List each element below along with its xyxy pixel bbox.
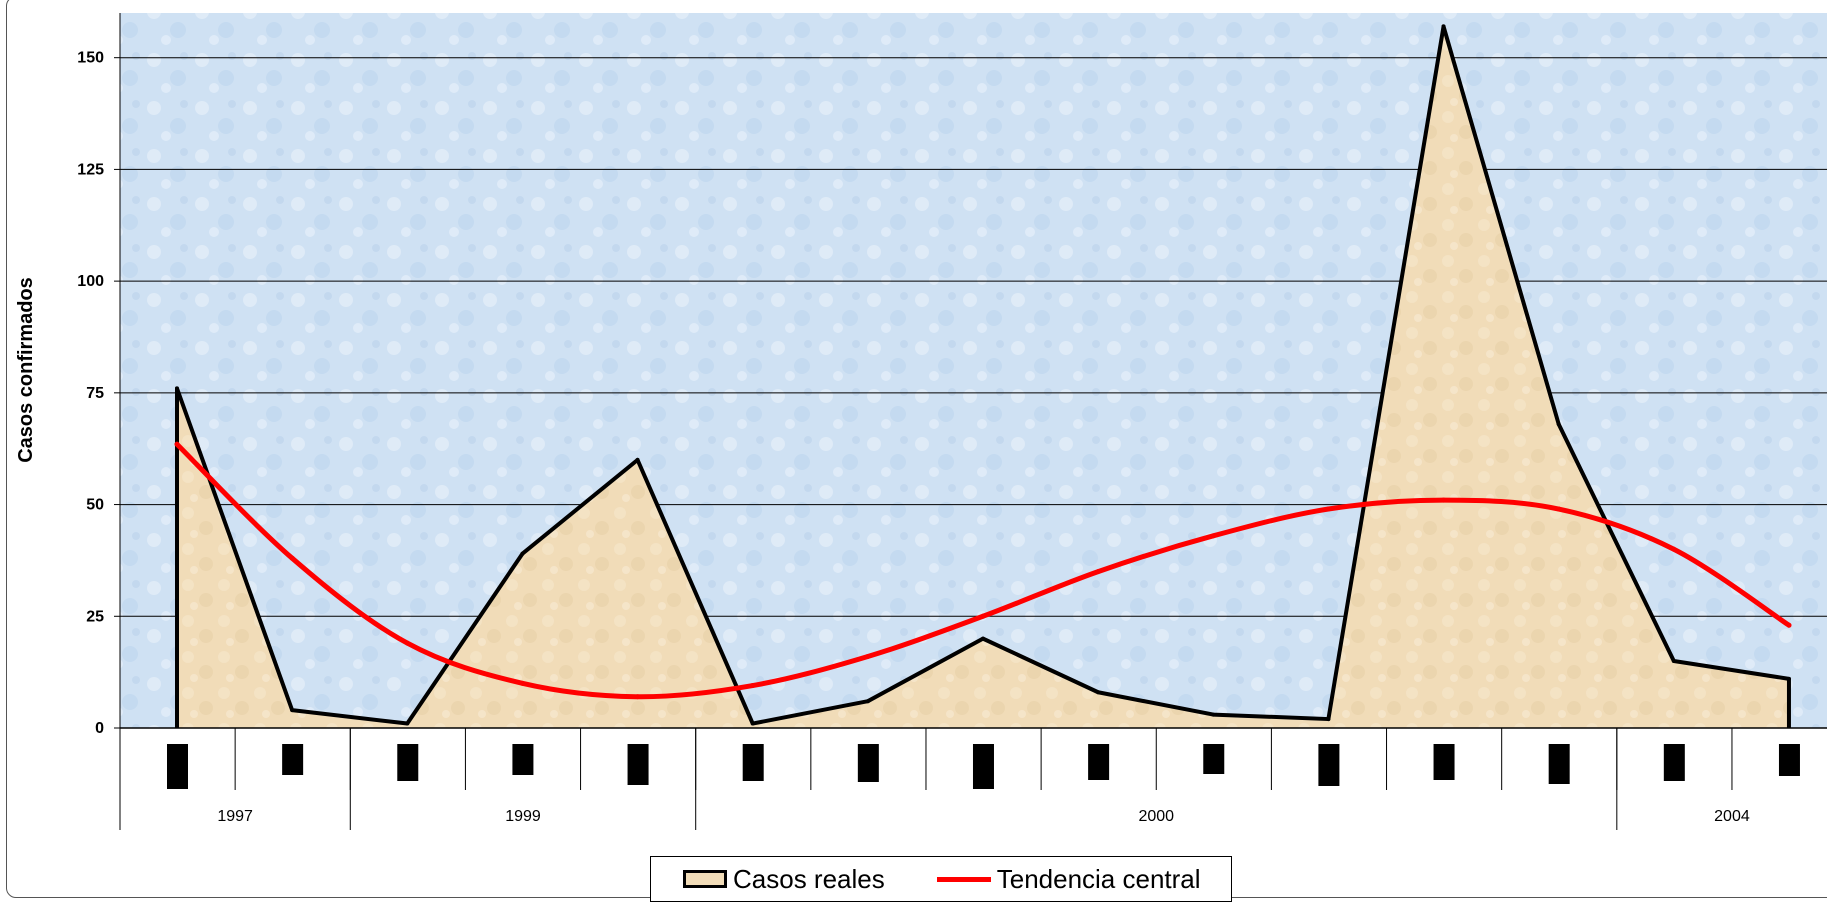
x-category-label bbox=[1203, 744, 1225, 774]
x-category-label bbox=[1548, 744, 1570, 784]
x-category-label bbox=[1663, 744, 1685, 781]
tendencia-central-point bbox=[404, 640, 410, 646]
tendencia-central-point bbox=[174, 441, 180, 447]
casos-reales-point bbox=[290, 708, 295, 713]
x-category-label bbox=[282, 744, 304, 775]
tendencia-central-point bbox=[865, 654, 871, 659]
casos-reales-point bbox=[980, 636, 985, 641]
x-category-label bbox=[1433, 744, 1455, 780]
legend-swatch-line bbox=[936, 876, 991, 882]
tendencia-central-point bbox=[1210, 533, 1216, 539]
x-category-label bbox=[857, 744, 879, 782]
y-tick-label: 0 bbox=[95, 720, 104, 737]
x-category-label bbox=[167, 744, 188, 789]
x-group-label: 1997 bbox=[217, 808, 253, 825]
y-tick-label: 125 bbox=[77, 161, 104, 178]
legend-swatch-area bbox=[683, 870, 727, 888]
y-tick-label: 100 bbox=[77, 273, 104, 290]
y-tick-label: 25 bbox=[86, 608, 104, 625]
tendencia-central-point bbox=[1325, 506, 1331, 512]
tendencia-central-point bbox=[1095, 569, 1101, 575]
x-category-label bbox=[627, 744, 649, 785]
x-category-label bbox=[1318, 744, 1340, 786]
legend: Casos reales Tendencia central bbox=[650, 856, 1232, 902]
casos-reales-point bbox=[520, 551, 525, 556]
x-category-label bbox=[1088, 744, 1110, 780]
x-category-label bbox=[397, 744, 419, 781]
tendencia-central-point bbox=[1556, 506, 1562, 512]
casos-reales-point bbox=[1671, 658, 1676, 663]
casos-reales-series bbox=[175, 24, 1791, 728]
tendencia-central-point bbox=[980, 613, 986, 619]
x-axis: 1997 1999 2000 2004 bbox=[119, 727, 1827, 830]
casos-reales-point bbox=[1096, 690, 1101, 695]
casos-reales-point bbox=[175, 386, 179, 391]
x-category-label bbox=[972, 744, 994, 789]
x-group-label: 2000 bbox=[1138, 808, 1174, 825]
y-tick-label: 150 bbox=[77, 50, 104, 67]
legend-label-tendencia-central: Tendencia central bbox=[996, 863, 1201, 894]
tendencia-central-point bbox=[750, 683, 756, 689]
x-category-label bbox=[742, 744, 764, 781]
x-group-label: 2004 bbox=[1714, 808, 1750, 825]
casos-reales-point bbox=[405, 721, 410, 726]
y-axis: 0 25 50 75 100 125 150 bbox=[77, 13, 121, 737]
tendencia-central-point bbox=[289, 555, 295, 561]
tendencia-central-point bbox=[1441, 497, 1447, 503]
legend-item-tendencia-central: Tendencia central bbox=[885, 864, 1201, 895]
legend-label-casos-reales: Casos reales bbox=[733, 863, 885, 894]
tendencia-central-point bbox=[519, 680, 525, 686]
y-tick-label: 50 bbox=[86, 497, 104, 514]
casos-reales-point bbox=[865, 699, 870, 704]
casos-reales-point bbox=[635, 457, 640, 462]
x-category-label bbox=[1778, 744, 1800, 776]
x-category-label bbox=[512, 744, 534, 775]
tendencia-central-series bbox=[174, 441, 1792, 700]
tendencia-central-point bbox=[635, 694, 641, 700]
legend-item-casos-reales: Casos reales bbox=[651, 864, 885, 895]
tendencia-central-point bbox=[1671, 546, 1677, 552]
x-group-label: 1999 bbox=[505, 808, 541, 825]
tendencia-central-point bbox=[1786, 622, 1792, 628]
casos-reales-point bbox=[750, 721, 755, 726]
casos-reales-area bbox=[177, 26, 1789, 728]
casos-reales-point bbox=[1786, 676, 1791, 681]
y-tick-label: 75 bbox=[86, 385, 104, 402]
y-axis-title: Casos confirmados bbox=[15, 277, 37, 463]
casos-reales-point bbox=[1326, 717, 1331, 722]
casos-reales-point bbox=[1441, 24, 1446, 29]
casos-reales-point bbox=[1556, 422, 1561, 427]
casos-reales-point bbox=[1211, 712, 1216, 717]
